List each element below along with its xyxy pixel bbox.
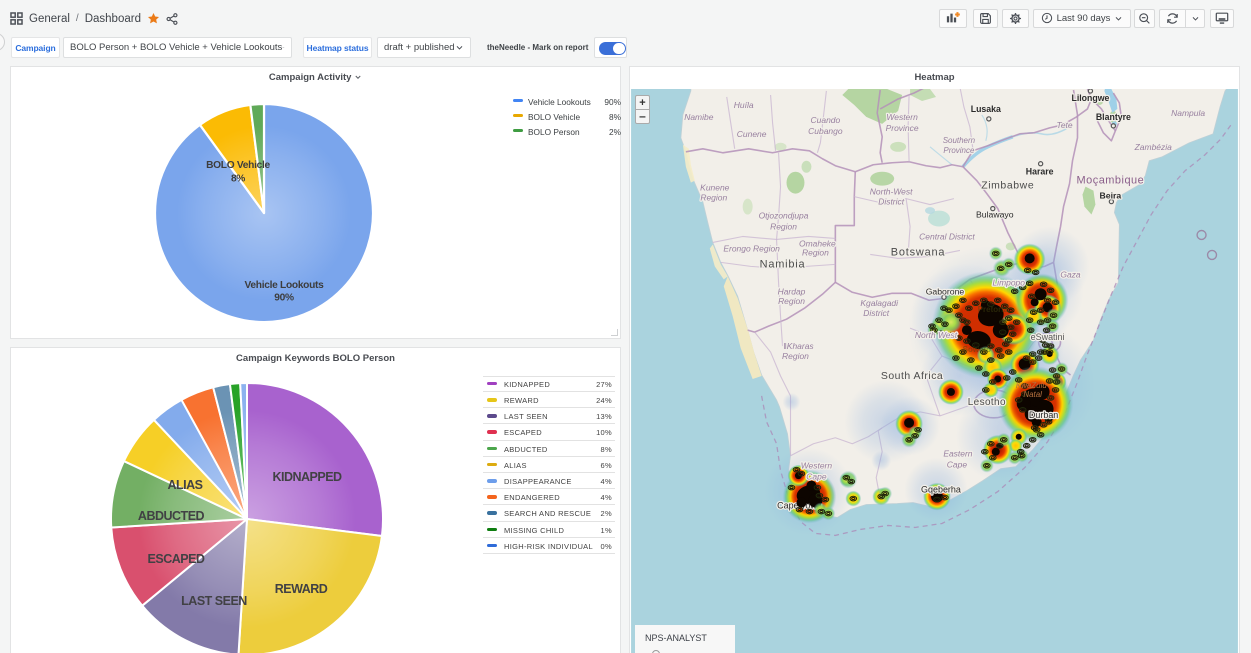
svg-text:Cunene: Cunene — [737, 129, 767, 139]
svg-text:Kunene: Kunene — [700, 183, 729, 193]
svg-text:Erongo Region: Erongo Region — [723, 243, 780, 253]
svg-text:Natal: Natal — [1023, 390, 1042, 399]
svg-text:Western: Western — [801, 461, 833, 471]
svg-text:KwaZulu-: KwaZulu- — [1016, 381, 1050, 390]
svg-text:North-West: North-West — [870, 187, 913, 197]
svg-text:Region: Region — [802, 247, 829, 257]
svg-text:Durban: Durban — [1029, 410, 1058, 420]
svg-text:Blantyre: Blantyre — [1096, 112, 1131, 122]
svg-text:Cubango: Cubango — [808, 126, 843, 136]
svg-text:Central District: Central District — [919, 231, 975, 241]
svg-text:Moçambique: Moçambique — [1077, 175, 1145, 187]
svg-text:Bulawayo: Bulawayo — [976, 210, 1014, 220]
svg-text:Kgalagadi: Kgalagadi — [860, 298, 899, 308]
svg-text:Huíla: Huíla — [734, 100, 754, 110]
svg-text:Nampula: Nampula — [1171, 108, 1205, 118]
svg-text:Beira: Beira — [1100, 191, 1122, 201]
svg-text:Soweto: Soweto — [963, 345, 991, 354]
svg-text:Province: Province — [943, 146, 975, 155]
svg-text:Namibe: Namibe — [684, 112, 713, 122]
svg-text:Tete: Tete — [1056, 120, 1072, 130]
svg-text:Cuando: Cuando — [811, 115, 841, 125]
svg-text:Cape: Cape — [806, 472, 827, 482]
svg-text:Namibia: Namibia — [760, 258, 806, 270]
svg-text:Omaheke: Omaheke — [799, 238, 836, 248]
svg-text:BOLO Vehicle: BOLO Vehicle — [206, 160, 270, 171]
svg-text:REWARD: REWARD — [275, 582, 328, 596]
svg-text:Region: Region — [770, 222, 797, 232]
svg-text:‖Kharas: ‖Kharas — [783, 341, 814, 351]
svg-text:Region: Region — [778, 296, 805, 306]
svg-text:Zambézia: Zambézia — [1134, 142, 1172, 152]
svg-text:Otjozondjupa: Otjozondjupa — [759, 211, 809, 221]
svg-text:Pretoria: Pretoria — [978, 305, 1009, 314]
svg-text:District: District — [863, 308, 890, 318]
svg-text:District: District — [878, 197, 905, 207]
svg-text:8%: 8% — [231, 174, 245, 185]
svg-text:Region: Region — [700, 193, 727, 203]
svg-text:ESCAPED: ESCAPED — [148, 552, 205, 566]
svg-text:Gaza: Gaza — [1060, 269, 1081, 279]
svg-text:Province: Province — [886, 123, 919, 133]
svg-text:South Africa: South Africa — [881, 371, 943, 382]
svg-text:ALIAS: ALIAS — [168, 478, 203, 492]
svg-text:Zimbabwe: Zimbabwe — [981, 181, 1034, 192]
svg-text:Eastern: Eastern — [943, 449, 972, 459]
svg-text:90%: 90% — [274, 293, 294, 304]
svg-text:ABDUCTED: ABDUCTED — [138, 509, 205, 523]
svg-text:Southern: Southern — [943, 136, 976, 145]
svg-text:KIDNAPPED: KIDNAPPED — [272, 470, 342, 484]
svg-text:Limpopo: Limpopo — [992, 277, 1025, 287]
svg-text:Botswana: Botswana — [891, 246, 946, 258]
svg-text:Hardap: Hardap — [778, 286, 806, 296]
svg-text:Lesotho: Lesotho — [968, 397, 1006, 408]
svg-text:eSwatini: eSwatini — [1031, 332, 1065, 342]
svg-text:Vehicle Lookouts: Vehicle Lookouts — [245, 280, 325, 291]
svg-text:Cape: Cape — [947, 460, 968, 470]
svg-text:North West: North West — [915, 330, 958, 340]
svg-text:Harare: Harare — [1026, 167, 1054, 177]
svg-text:Region: Region — [782, 351, 809, 361]
svg-text:LAST SEEN: LAST SEEN — [181, 594, 247, 608]
svg-text:Lusaka: Lusaka — [971, 104, 1001, 114]
svg-text:Gaborone: Gaborone — [926, 286, 965, 296]
svg-text:Lilongwe: Lilongwe — [1071, 93, 1109, 103]
svg-text:Western: Western — [886, 112, 918, 122]
svg-text:Gqeberha: Gqeberha — [921, 485, 961, 495]
